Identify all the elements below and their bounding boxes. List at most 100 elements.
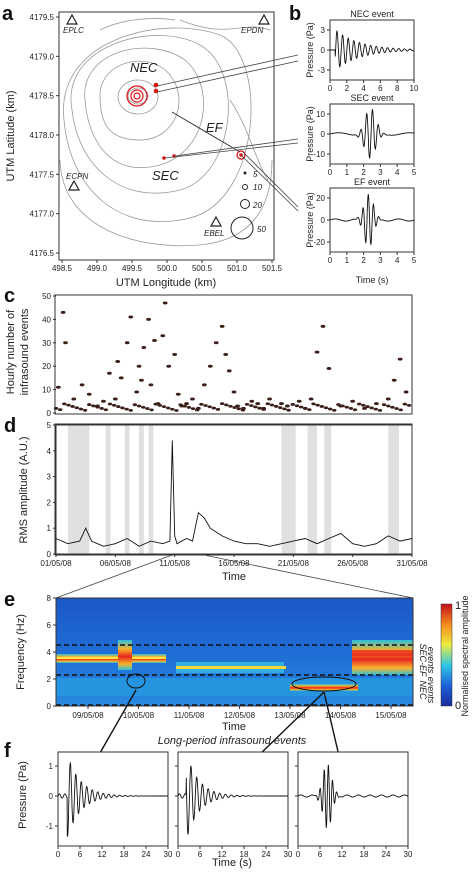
shaded-period [324, 425, 332, 554]
panel-d-frame [54, 423, 413, 556]
scatter-point [195, 408, 200, 412]
scatter-point [373, 407, 379, 411]
nec-vent [126, 82, 159, 107]
y-tick-label: 4178.5 [30, 92, 55, 101]
y-tick-label: 4179.5 [30, 13, 55, 22]
x-tick-label: 4 [395, 168, 400, 177]
event-title: EF event [354, 177, 391, 187]
x-tick-label: 501.5 [262, 264, 283, 273]
scatter-point [87, 403, 92, 406]
scatter-point [356, 402, 362, 406]
scatter-point [296, 399, 302, 403]
y-tick-label: 0 [321, 46, 326, 55]
y-tick-label: 50 [42, 292, 51, 301]
scatter-point [362, 406, 367, 410]
band-label-nec: NEC [418, 680, 428, 700]
station-triangle-icon [67, 179, 81, 191]
scatter-point [298, 405, 304, 409]
y-tick-label: 3 [321, 26, 326, 35]
scatter-point [249, 404, 254, 408]
x-tick-label: 14/05/08 [325, 711, 357, 720]
x-tick-label: 0 [328, 84, 333, 93]
scatter-point [128, 315, 134, 319]
scatter-point [257, 406, 262, 410]
scatter-point [141, 345, 147, 349]
waveform-ylabel: Pressure (Pa) [305, 22, 315, 78]
sec-vent [162, 156, 166, 160]
legend-circle [243, 171, 247, 175]
scatter-point [402, 402, 408, 406]
panel-e-letter: e [4, 589, 15, 611]
y-tick-label: 4 [47, 648, 52, 657]
scatter-point [285, 404, 290, 408]
x-tick-label: 2 [361, 168, 366, 177]
scatter-point [139, 378, 144, 382]
scatter-point [236, 407, 241, 411]
x-tick-label: 2 [345, 84, 350, 93]
scatter-point [207, 405, 212, 409]
scatter-point [55, 385, 61, 389]
station-label: EBEL [204, 229, 224, 238]
map-frame [58, 11, 275, 261]
y-tick-label: 3 [47, 473, 52, 482]
y-tick-label: 4179.0 [30, 52, 55, 61]
scatter-point [172, 353, 178, 356]
x-tick-label: 6 [78, 850, 83, 859]
colorbar: 1 0 Normalised spectral amplitude [440, 595, 470, 717]
scatter-point [261, 408, 266, 411]
scatter-point [79, 383, 85, 387]
scatter-point [286, 408, 291, 412]
x-tick-label: 26/05/08 [337, 559, 369, 568]
y-tick-label: 4177.0 [30, 210, 55, 219]
x-tick-label: 0 [328, 256, 333, 265]
y-tick-label: -3 [318, 66, 326, 75]
scatter-point [190, 397, 195, 401]
legend-label: 10 [253, 183, 262, 192]
scatter-point [211, 406, 217, 410]
x-tick-label: 500.0 [157, 264, 178, 273]
panel-e-spectrogram: 0 2 4 6 8 09/05/08 10/05/08 11/05/08 12/05/08 13/… [47, 594, 414, 720]
y-tick-label: 20 [316, 194, 325, 203]
ef-fissure-line [171, 111, 241, 153]
x-tick-label: 18 [360, 850, 369, 859]
x-tick-label: 4 [361, 84, 366, 93]
scatter-point [136, 364, 142, 368]
scatter-point [63, 341, 68, 345]
panel-c-ylabel-1: Hourly number of [5, 309, 17, 394]
y-tick-label: 40 [42, 315, 51, 324]
scatter-point [152, 338, 157, 342]
scatter-point [240, 408, 246, 412]
scatter-point [226, 369, 232, 373]
station-epdn: EPDN [241, 13, 271, 35]
scatter-point [74, 406, 79, 410]
lp-waveform-frame [177, 751, 289, 847]
panel-a-letter: a [2, 3, 14, 25]
scatter-point [199, 402, 204, 406]
scatter-point [308, 397, 314, 401]
station-label: ECPN [66, 172, 88, 181]
y-tick-label: -1 [46, 822, 54, 831]
scatter-point [390, 405, 395, 409]
y-tick-label: 8 [47, 594, 52, 603]
scatter-point [215, 407, 221, 411]
scatter-point [116, 405, 121, 408]
scatter-point [374, 402, 379, 406]
x-tick-label: 12 [98, 850, 107, 859]
y-tick-label: 6 [47, 621, 52, 630]
scatter-point [397, 357, 403, 361]
x-tick-label: 0 [296, 850, 301, 859]
x-tick-label: 500.5 [192, 264, 213, 273]
legend-label: 5 [253, 170, 258, 179]
sec-label: SEC [152, 168, 179, 183]
y-tick-label: -10 [313, 150, 325, 159]
waveform-trace [329, 194, 415, 246]
legend-circle [242, 184, 248, 190]
panel-e-xlabel: Time [222, 721, 246, 733]
scatter-point [62, 402, 67, 406]
station-eplc: EPLC [63, 13, 84, 35]
x-tick-label: 12 [338, 850, 347, 859]
y-tick-label: 1 [49, 762, 54, 771]
scatter-point [201, 383, 207, 387]
y-tick-label: 4177.5 [30, 170, 55, 179]
